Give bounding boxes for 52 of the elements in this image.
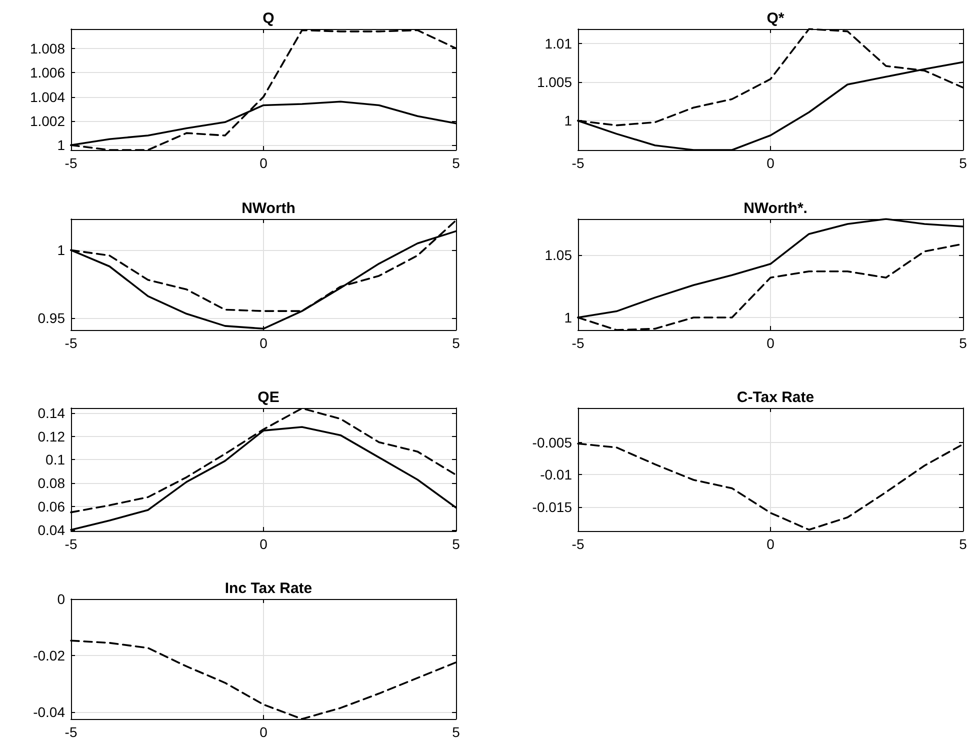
x-tick-label: 5 <box>959 536 968 552</box>
y-tick-label: 1.005 <box>536 74 572 90</box>
x-tick-label: 0 <box>260 335 268 351</box>
y-tick-label: 1.004 <box>30 88 66 105</box>
x-tick-label: -5 <box>572 335 584 351</box>
y-tick-label: -0.01 <box>540 466 572 483</box>
x-tick-label: 5 <box>452 335 460 351</box>
chart-title: NWorth <box>242 200 296 217</box>
y-tick-label: -0.005 <box>532 434 572 450</box>
chart-title: Q* <box>766 10 784 27</box>
x-tick-label: 5 <box>452 724 460 740</box>
chart-title: QE <box>258 389 280 406</box>
x-tick-label: -5 <box>572 536 584 552</box>
x-tick-label: 5 <box>452 536 460 552</box>
y-tick-label: 0 <box>57 591 66 607</box>
y-tick-label: 0.12 <box>38 428 66 444</box>
chart-title: Q <box>262 10 275 27</box>
x-tick-label: 0 <box>260 724 268 740</box>
x-tick-label: -5 <box>64 155 78 171</box>
y-tick-label: 0.1 <box>46 452 66 468</box>
x-tick-label: 0 <box>766 536 775 552</box>
y-tick-label: 1.006 <box>30 64 66 81</box>
x-tick-label: 0 <box>260 536 268 552</box>
y-tick-label: 1 <box>564 112 572 129</box>
y-tick-label: 1 <box>564 310 572 326</box>
x-tick-label: -5 <box>64 335 78 351</box>
chart-title: Inc Tax Rate <box>224 580 312 597</box>
chart-title: C-Tax Rate <box>736 389 814 406</box>
y-tick-label: -0.02 <box>33 648 66 664</box>
x-tick-label: 5 <box>959 155 968 171</box>
x-tick-label: 5 <box>452 155 460 171</box>
y-tick-label: -0.04 <box>33 704 66 720</box>
y-tick-label: 0.06 <box>38 498 66 514</box>
y-tick-label: 0.04 <box>38 522 66 538</box>
chart-title: NWorth*. <box>744 200 808 217</box>
y-tick-label: 1 <box>57 242 66 258</box>
x-tick-label: 0 <box>260 155 268 171</box>
y-tick-label: 1 <box>57 137 66 154</box>
y-tick-label: 1.01 <box>544 36 572 52</box>
x-tick-label: 5 <box>959 335 968 351</box>
y-tick-label: 1.008 <box>30 40 66 56</box>
y-tick-label: 1.05 <box>544 247 572 264</box>
x-tick-label: -5 <box>64 536 78 552</box>
y-tick-label: 0.08 <box>38 475 66 492</box>
x-tick-label: -5 <box>64 724 78 740</box>
x-tick-label: -5 <box>572 155 584 171</box>
x-tick-label: 0 <box>766 155 775 171</box>
y-tick-label: 1.002 <box>30 112 66 129</box>
y-tick-label: 0.14 <box>38 405 66 422</box>
y-tick-label: 0.95 <box>38 310 66 326</box>
y-tick-label: -0.015 <box>532 499 572 516</box>
x-tick-label: 0 <box>766 335 775 351</box>
